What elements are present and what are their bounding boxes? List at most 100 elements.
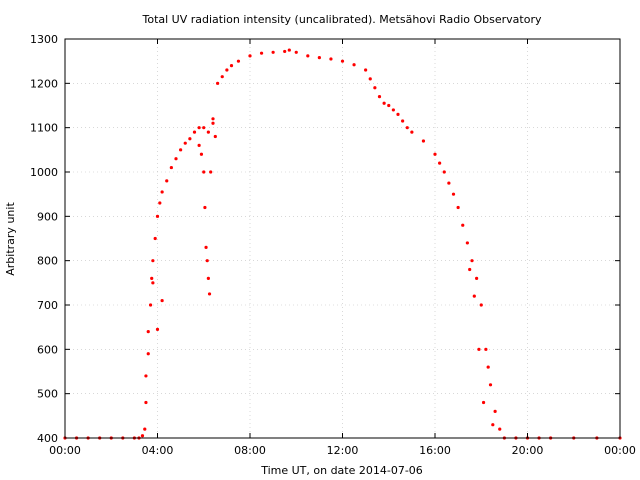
data-point [192,130,197,134]
data-point [140,434,145,438]
data-point [396,112,400,116]
plot-frame [64,38,621,439]
data-point [475,276,479,280]
x-tick-label: 20:00 [512,444,544,457]
data-point [465,241,469,245]
x-tick-label: 08:00 [234,444,266,457]
data-point [340,59,345,63]
x-tick-label: 00:00 [604,444,636,457]
data-point [146,330,150,334]
y-tick-label: 1200 [30,77,58,90]
y-tick-label: 700 [37,299,58,312]
data-point [329,57,333,61]
grid [65,39,620,438]
data-point [202,170,206,174]
data-point [211,117,215,121]
data-point [468,267,472,272]
data-point [472,294,476,298]
y-tick-label: 1300 [30,33,58,46]
data-point [352,63,356,67]
data-point [206,276,210,280]
data-point [271,50,275,54]
data-point [433,152,437,156]
data-point [144,374,148,378]
data-point [188,137,192,141]
data-point [204,245,208,249]
data-point [488,383,493,387]
data-point [401,119,405,123]
data-point [144,400,148,405]
data-point [477,347,481,351]
y-tick-label: 400 [37,432,58,445]
data-point [225,68,229,72]
data-point [203,205,207,210]
x-axis-label: Time UT, on date 2014-07-06 [260,464,423,477]
y-tick-label: 800 [37,255,58,268]
data-point [236,59,241,63]
x-tick-label: 04:00 [142,444,174,457]
data-point [148,303,153,307]
data-point [202,126,206,130]
data-point [382,101,386,105]
data-point [229,64,234,68]
y-tick-label: 600 [37,343,58,356]
data-point [317,56,321,60]
data-point [498,427,502,431]
data-point [248,54,252,58]
data-point [438,161,442,165]
data-point [197,126,201,130]
data-point [391,108,395,112]
data-point [155,214,160,218]
data-point [146,352,150,356]
data-point [165,179,169,183]
data-point [447,181,451,185]
data-point [410,130,414,134]
data-point [220,75,224,79]
data-point [470,259,474,263]
data-point [491,423,495,427]
data-point [481,400,486,405]
y-axis-label: Arbitrary unit [4,202,17,276]
data-point [151,281,155,285]
data-point [158,201,162,205]
data-point [169,165,173,170]
x-tick-label: 16:00 [419,444,451,457]
data-point [174,157,178,161]
data-point [179,148,183,152]
data-point [451,192,456,196]
data-point [461,223,465,227]
data-point [479,303,483,307]
data-point [306,54,310,58]
data-point [150,276,154,280]
y-tick-label: 1100 [30,122,58,135]
data-point [442,170,446,174]
data-point [484,347,488,351]
data-point [283,49,287,54]
data-point [216,81,220,85]
data-point [160,298,164,303]
data-point [183,141,187,145]
data-point [486,365,490,369]
data-point [155,327,160,331]
data-point [207,292,212,296]
y-tick-label: 1000 [30,166,58,179]
y-tick-label: 500 [37,388,58,401]
data-point [143,427,147,431]
data-point [493,409,497,413]
x-tick-label: 12:00 [327,444,359,457]
data-point [364,68,368,72]
chart-title: Total UV radiation intensity (uncalibrat… [142,13,542,26]
data-point [294,50,298,54]
data-point [211,121,215,125]
data-point [405,126,409,130]
x-tick-label: 00:00 [49,444,81,457]
data-point [287,48,291,52]
y-ticks: 400 500 600 700 800 900 1000 1100 1200 1300 [30,33,620,445]
data-point [205,259,209,263]
data-point [456,205,460,210]
data-point [151,259,155,263]
data-point [421,139,426,143]
data-point [199,152,204,156]
data-point [373,86,377,90]
